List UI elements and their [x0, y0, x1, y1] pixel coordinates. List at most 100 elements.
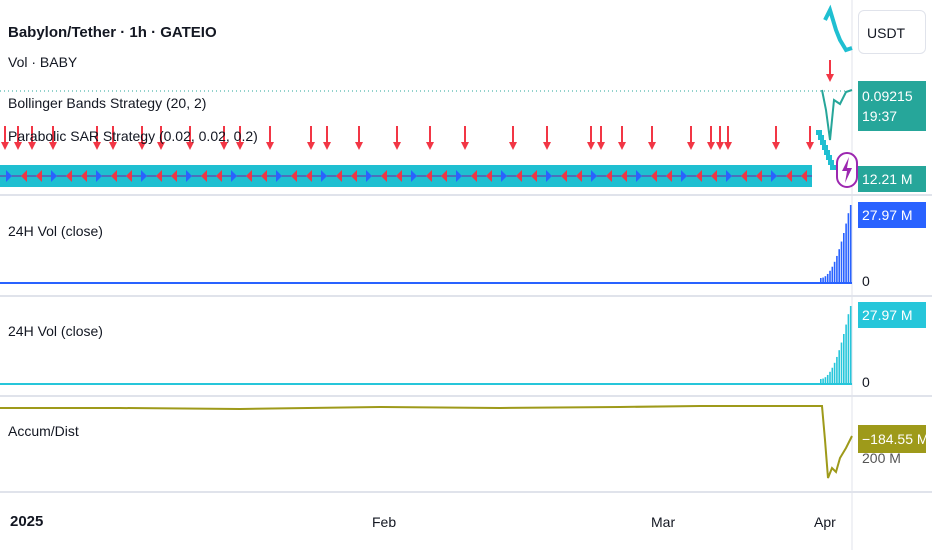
- pane1-value-tag: 27.97 M: [858, 202, 926, 228]
- buy-marker-icon: [6, 170, 12, 182]
- sell-marker-icon: [696, 170, 702, 182]
- sell-arrow-icon: [1, 142, 9, 150]
- sell-arrow-icon: [597, 142, 605, 150]
- sell-arrow-icon: [806, 142, 814, 150]
- sell-arrow-icon: [826, 74, 834, 82]
- buy-marker-icon: [591, 170, 597, 182]
- sell-marker-icon: [486, 170, 492, 182]
- vol2-bar: [820, 379, 822, 384]
- buy-marker-icon: [141, 170, 147, 182]
- sell-marker-icon: [216, 170, 222, 182]
- symbol-title[interactable]: Babylon/Tether · 1h · GATEIO: [8, 24, 217, 41]
- sell-arrow-icon: [28, 142, 36, 150]
- indicator-volume[interactable]: Vol · BABY: [8, 54, 78, 70]
- vol1-bar: [822, 277, 824, 283]
- buy-marker-icon: [546, 170, 552, 182]
- buy-marker-icon: [681, 170, 687, 182]
- sell-arrow-icon: [772, 142, 780, 150]
- vol1-bar: [820, 278, 822, 283]
- buy-marker-icon: [186, 170, 192, 182]
- pane-title-24h-vol-2[interactable]: 24H Vol (close): [8, 323, 103, 339]
- pane-title-24h-vol-1[interactable]: 24H Vol (close): [8, 223, 103, 239]
- sell-arrow-icon: [716, 142, 724, 150]
- sell-arrow-icon: [157, 142, 165, 150]
- sell-arrow-icon: [426, 142, 434, 150]
- pane3-axis-label: 200 M: [862, 450, 901, 466]
- price-candle: [816, 130, 822, 135]
- sell-marker-icon: [336, 170, 342, 182]
- sell-marker-icon: [666, 170, 672, 182]
- sell-arrow-icon: [724, 142, 732, 150]
- sell-marker-icon: [261, 170, 267, 182]
- sell-marker-icon: [126, 170, 132, 182]
- buy-marker-icon: [276, 170, 282, 182]
- buy-marker-icon: [501, 170, 507, 182]
- sell-arrow-icon: [393, 142, 401, 150]
- sell-marker-icon: [786, 170, 792, 182]
- sell-marker-icon: [711, 170, 717, 182]
- sell-arrow-icon: [355, 142, 363, 150]
- indicator-parabolic-sar[interactable]: Parabolic SAR Strategy (0.02, 0.02, 0.2): [8, 128, 258, 144]
- sell-marker-icon: [426, 170, 432, 182]
- accum-dist-line: [0, 405, 853, 479]
- vol1-bar: [836, 255, 838, 283]
- sell-marker-icon: [756, 170, 762, 182]
- buy-marker-icon: [96, 170, 102, 182]
- indicator-bollinger-bands[interactable]: Bollinger Bands Strategy (20, 2): [8, 95, 207, 111]
- sell-marker-icon: [156, 170, 162, 182]
- sell-marker-icon: [351, 170, 357, 182]
- sell-arrow-icon: [509, 142, 517, 150]
- price-candle: [830, 165, 836, 170]
- price-candle: [822, 145, 828, 150]
- pane-title-accum-dist[interactable]: Accum/Dist: [8, 423, 79, 439]
- sell-arrow-icon: [14, 142, 22, 150]
- vol1-bar: [845, 223, 847, 283]
- currency-button[interactable]: USDT: [858, 10, 926, 54]
- lightning-icon[interactable]: [836, 152, 858, 188]
- vol2-bar: [822, 378, 824, 384]
- sell-marker-icon: [801, 170, 807, 182]
- sell-marker-icon: [441, 170, 447, 182]
- sell-marker-icon: [651, 170, 657, 182]
- vol2-bar: [833, 362, 836, 384]
- sell-arrow-icon: [707, 142, 715, 150]
- vol2-bar: [824, 377, 827, 384]
- pane1-zero-label: 0: [862, 273, 870, 289]
- sell-arrow-icon: [49, 142, 57, 150]
- sell-marker-icon: [561, 170, 567, 182]
- price-line: [821, 89, 853, 141]
- sell-marker-icon: [171, 170, 177, 182]
- time-label-feb: Feb: [372, 514, 397, 530]
- vol2-bar: [845, 324, 847, 384]
- sell-arrow-icon: [543, 142, 551, 150]
- sell-arrow-icon: [266, 142, 274, 150]
- bar-countdown: 19:37: [862, 108, 898, 124]
- vol1-bar: [833, 261, 836, 283]
- sell-marker-icon: [111, 170, 117, 182]
- vol2-bar: [843, 334, 845, 384]
- last-price: 0.09215: [862, 88, 913, 104]
- sell-arrow-icon: [587, 142, 595, 150]
- buy-marker-icon: [636, 170, 642, 182]
- sell-marker-icon: [81, 170, 87, 182]
- sell-arrow-icon: [323, 142, 331, 150]
- sell-arrow-icon: [687, 142, 695, 150]
- vol1-bar: [831, 266, 834, 283]
- time-label-mar: Mar: [651, 514, 676, 530]
- vol2-bar: [836, 356, 838, 384]
- time-label-2025: 2025: [10, 513, 44, 530]
- sell-marker-icon: [246, 170, 252, 182]
- vol1-bar: [824, 276, 827, 283]
- buy-marker-icon: [366, 170, 372, 182]
- volume-tag: 12.21 M: [858, 166, 926, 192]
- sell-arrow-icon: [618, 142, 626, 150]
- sell-marker-icon: [531, 170, 537, 182]
- sell-marker-icon: [201, 170, 207, 182]
- sell-marker-icon: [36, 170, 42, 182]
- vol1-bar: [838, 249, 840, 283]
- buy-marker-icon: [726, 170, 732, 182]
- buy-marker-icon: [321, 170, 327, 182]
- sell-arrow-icon: [186, 142, 194, 150]
- vol1-bar: [843, 233, 845, 283]
